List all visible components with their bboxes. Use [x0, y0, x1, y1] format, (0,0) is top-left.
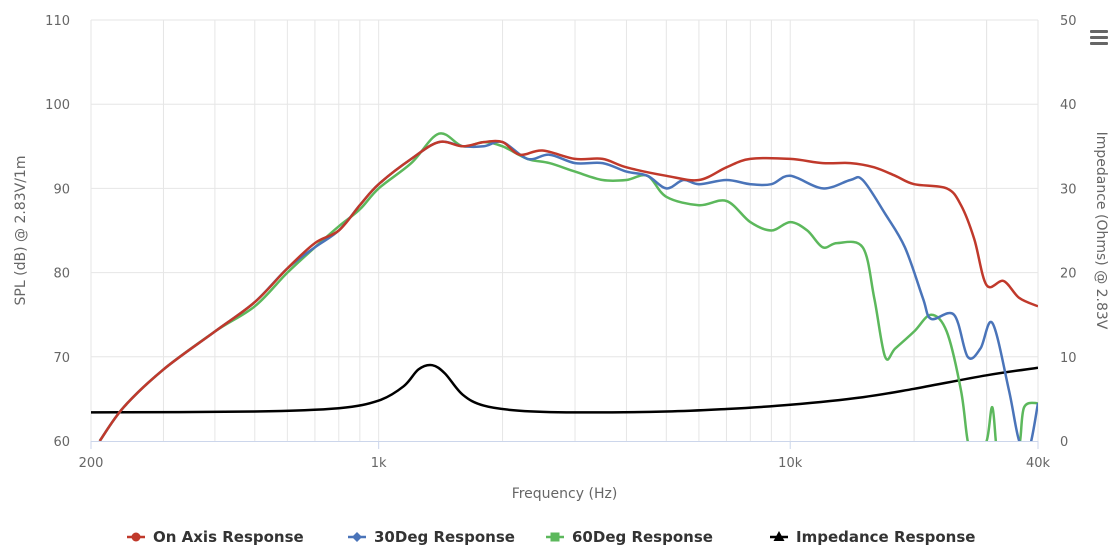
legend-triangle-marker	[773, 531, 785, 541]
series-area	[91, 132, 1038, 441]
legend-item-impedance-response[interactable]: Impedance Response	[770, 528, 975, 546]
x-tick-label: 200	[79, 456, 104, 471]
legend-label: Impedance Response	[796, 528, 975, 546]
y2-tick-label: 20	[1060, 267, 1077, 282]
legend-diamond-marker	[352, 532, 362, 542]
y-tick-label: 110	[45, 14, 70, 29]
x-axis-title: Frequency (Hz)	[512, 486, 618, 502]
grid	[90, 19, 1039, 441]
legend-item-on-axis-response[interactable]: On Axis Response	[127, 528, 304, 546]
series-line-impedance-response[interactable]	[91, 363, 1038, 414]
legend-circle-marker	[131, 532, 141, 542]
legend-item-30deg-response[interactable]: 30Deg Response	[348, 528, 515, 546]
legend: On Axis Response 30Deg Response 60Deg Resp…	[127, 528, 975, 546]
y2-tick-label: 10	[1060, 351, 1077, 366]
legend-item-60deg-response[interactable]: 60Deg Response	[546, 528, 713, 546]
y-tick-label: 100	[45, 98, 70, 113]
y2-tick-label: 40	[1060, 98, 1077, 113]
legend-label: 60Deg Response	[572, 528, 713, 546]
hamburger-menu-icon[interactable]	[1086, 26, 1110, 50]
y2-tick-label: 30	[1060, 182, 1077, 197]
series-line-on-axis-response[interactable]	[98, 139, 1038, 441]
y2-tick-label: 0	[1060, 435, 1068, 450]
y-axis-title: SPL (dB) @ 2.83V/1m	[13, 156, 29, 306]
x-tick-label: 40k	[1026, 456, 1051, 471]
y-tick-label: 80	[53, 267, 70, 282]
legend-square-marker	[550, 532, 560, 542]
legend-label: On Axis Response	[153, 528, 304, 546]
y-tick-label: 60	[53, 435, 70, 450]
legend-label: 30Deg Response	[374, 528, 515, 546]
y2-tick-label: 50	[1060, 14, 1077, 29]
axes: 60 70 80 90 100 110 0 10 20 30 40 50 200 1k 10k 40k	[45, 14, 1076, 471]
x-tick-label: 1k	[371, 456, 387, 471]
x-tick-label: 10k	[778, 456, 803, 471]
y-tick-label: 70	[53, 351, 70, 366]
y2-axis-title: Impedance (Ohms) @ 2.83V	[1093, 132, 1109, 330]
y-tick-label: 90	[53, 182, 70, 197]
